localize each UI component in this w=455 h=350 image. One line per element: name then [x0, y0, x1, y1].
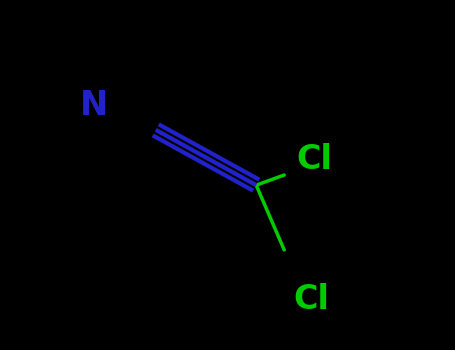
- Text: Cl: Cl: [296, 144, 332, 176]
- Text: N: N: [80, 89, 108, 121]
- Text: Cl: Cl: [293, 284, 329, 316]
